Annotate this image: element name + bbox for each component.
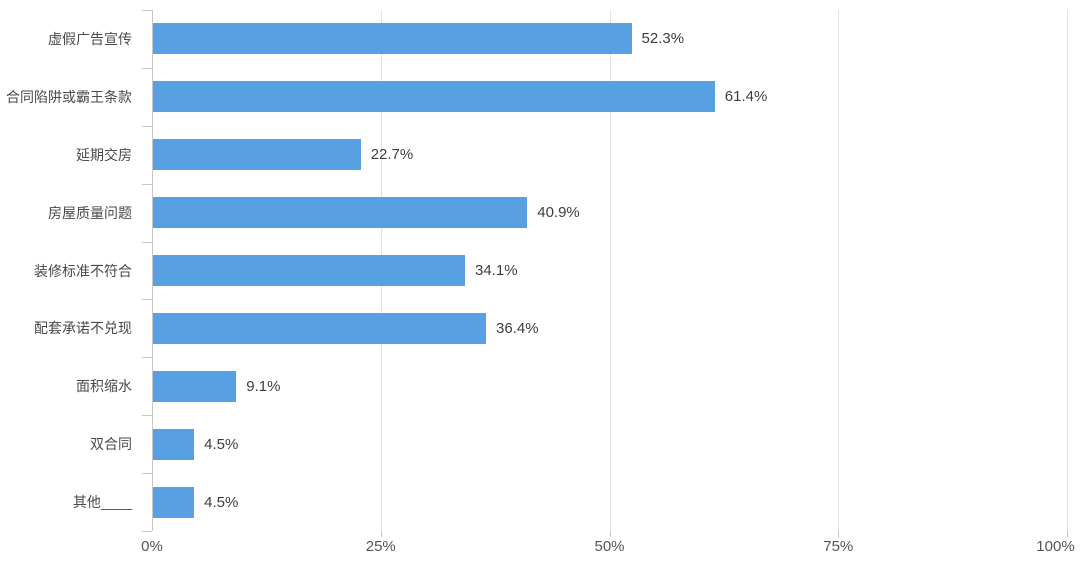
y-axis-tick — [142, 531, 152, 532]
x-axis-tick-label: 100% — [1036, 538, 1075, 555]
x-axis-tick-label: 0% — [141, 538, 163, 555]
bar — [153, 23, 632, 55]
y-axis-tick — [142, 67, 152, 69]
y-axis-tick — [142, 241, 152, 243]
bar-value-label: 34.1% — [475, 262, 518, 279]
gridline-75 — [838, 10, 840, 531]
bar — [153, 428, 195, 460]
x-axis-tick-label: 50% — [594, 538, 625, 555]
y-axis-category-labels: 虚假广告宣传合同陷阱或霸王条款延期交房房屋质量问题装修标准不符合 配套承诺不兑现面… — [0, 10, 142, 531]
y-axis-tick — [142, 299, 152, 301]
x-axis-tick — [1067, 531, 1068, 537]
bar-value-label: 61.4% — [724, 88, 768, 106]
y-axis-tick — [142, 415, 152, 417]
y-axis-tick — [142, 125, 152, 127]
bar-value-label: 9.1% — [246, 377, 281, 395]
category-label: 其他____ — [72, 494, 132, 511]
bar-value-label: 40.9% — [537, 204, 580, 222]
bar — [153, 255, 465, 286]
bar-value-label: 4.5% — [204, 435, 239, 453]
x-axis-tick — [838, 531, 840, 537]
bar — [153, 486, 195, 518]
bar — [153, 370, 237, 402]
bar — [153, 139, 361, 171]
category-label: 房屋质量问题 — [48, 204, 132, 221]
category-label: 延期交房 — [76, 146, 132, 163]
bar — [153, 81, 715, 113]
x-axis-tick — [609, 531, 611, 537]
plot-area: 52.3% 61.4% 22.7% 40.9% 34.1% 36.4% 9.1% 4.5% 4.… — [152, 10, 1068, 531]
y-axis-tick — [142, 357, 152, 359]
category-label: 虚假广告宣传 — [48, 30, 132, 47]
y-axis-tick — [142, 183, 152, 185]
x-axis-tick-label: 75% — [823, 538, 854, 555]
category-label: 双合同 — [90, 436, 132, 453]
category-label: 合同陷阱或霸王条款 — [6, 88, 132, 105]
y-axis-tick — [142, 473, 152, 475]
x-axis-tick-label: 25% — [365, 538, 396, 555]
category-label: 面积缩水 — [76, 378, 132, 395]
gridline-100 — [1067, 10, 1068, 531]
category-label: 装修标准不符合 — [34, 262, 132, 279]
y-axis-line — [152, 10, 153, 531]
bar-value-label: 4.5% — [204, 493, 239, 511]
category-label: 配套承诺不兑现 — [34, 320, 132, 337]
bar — [153, 312, 487, 344]
bar-value-label: 52.3% — [641, 30, 685, 48]
bar-value-label: 22.7% — [370, 146, 414, 164]
gridline-50 — [609, 10, 611, 531]
y-axis-tick — [142, 10, 152, 11]
x-axis-tick — [380, 531, 382, 537]
bar-value-label: 36.4% — [496, 319, 539, 337]
bar — [153, 197, 528, 229]
